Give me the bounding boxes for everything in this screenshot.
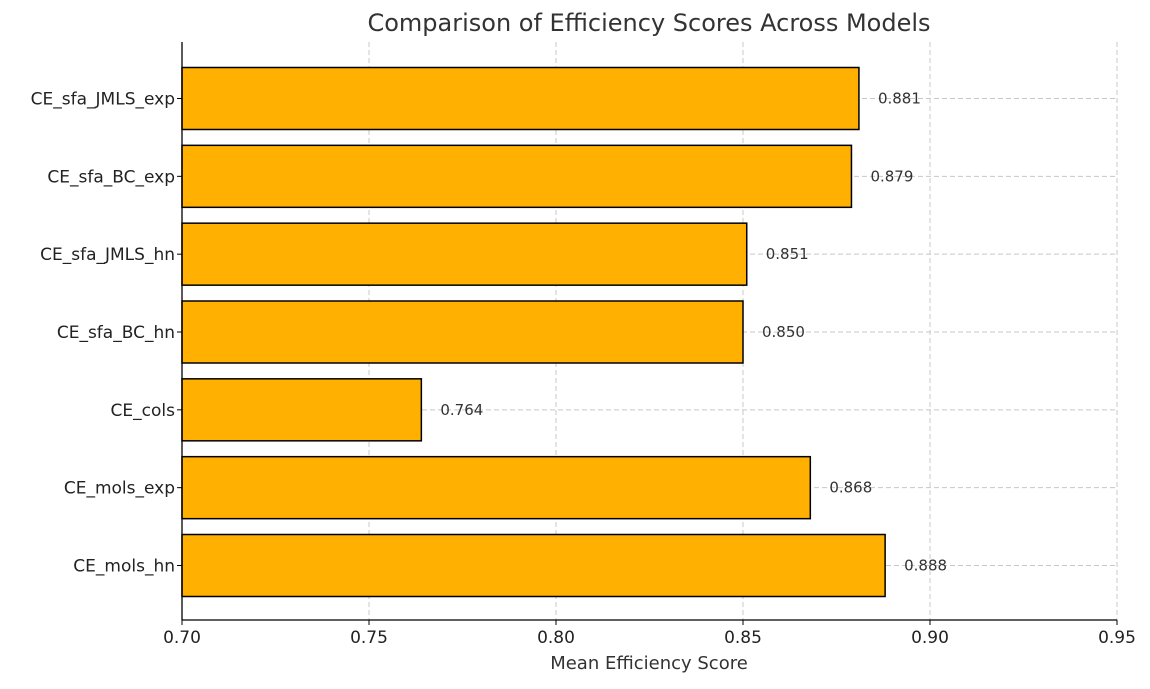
data-labels: 0.881 0.879 0.851 0.850 0.764 0.868 0.888 (440, 90, 947, 575)
y-tick-label: CE_mols_exp (64, 479, 175, 499)
x-tick-label: 0.70 (163, 628, 201, 648)
bar (181, 222, 748, 286)
data-label: 0.881 (878, 90, 921, 108)
y-tick-label: CE_cols (111, 401, 176, 421)
x-tick-label: 0.90 (911, 628, 949, 648)
x-tick-label: 0.95 (1098, 628, 1136, 648)
bar (181, 66, 860, 131)
data-label: 0.888 (904, 557, 947, 575)
x-tick-label: 0.85 (724, 628, 762, 648)
y-tick-label: CE_sfa_BC_exp (47, 167, 175, 187)
x-axis-title: Mean Efficiency Score (550, 653, 748, 674)
y-tick-label: CE_sfa_BC_hn (57, 323, 175, 343)
y-tick-label: CE_sfa_JMLS_exp (31, 90, 175, 110)
x-tick-label: 0.80 (537, 628, 575, 648)
bars (181, 66, 886, 598)
bar (181, 144, 853, 209)
data-label: 0.764 (440, 401, 483, 419)
data-label: 0.851 (766, 245, 809, 263)
data-label: 0.850 (762, 323, 805, 341)
y-tick-label: CE_sfa_JMLS_hn (40, 245, 175, 265)
bar (181, 455, 812, 520)
bar (181, 300, 744, 364)
y-tick-label: CE_mols_hn (73, 557, 175, 577)
data-label: 0.868 (829, 479, 872, 497)
bar (181, 533, 886, 598)
bar (181, 378, 423, 442)
chart-title: Comparison of Efficiency Scores Across M… (367, 9, 930, 37)
x-tick-label: 0.75 (350, 628, 388, 648)
data-label: 0.879 (870, 167, 913, 185)
axes: 0.70 0.75 0.80 0.85 0.90 0.95 CE_sfa_JMLS_exp C… (31, 42, 1136, 648)
